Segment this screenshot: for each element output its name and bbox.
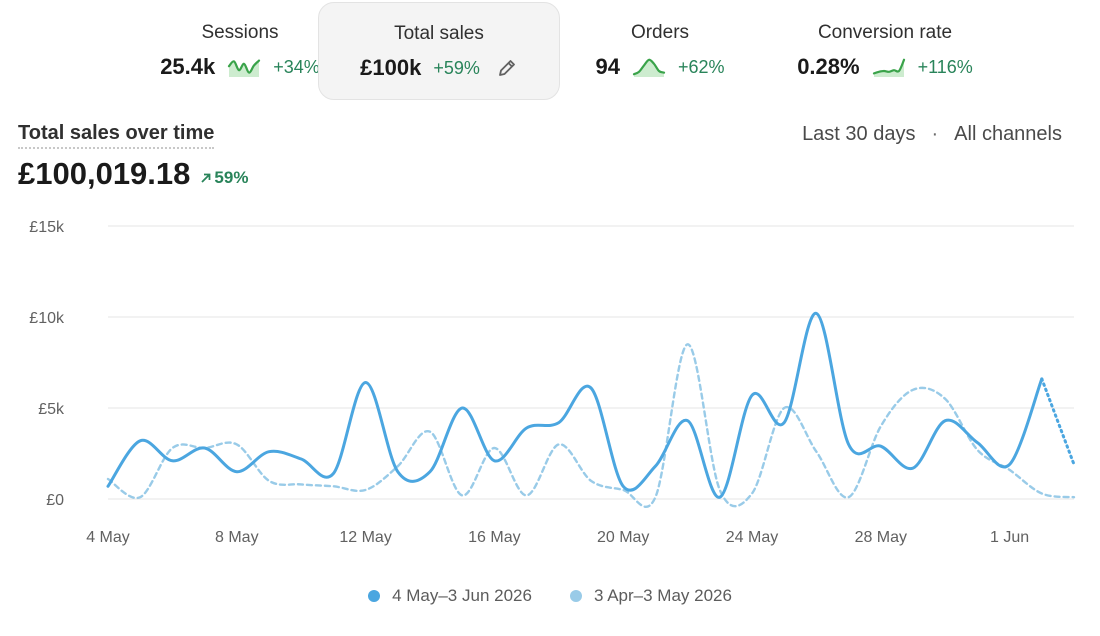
x-tick-label: 28 May — [855, 529, 907, 546]
kpi-change: +62% — [677, 56, 725, 77]
y-tick-label: £5k — [38, 401, 65, 418]
kpi-strip: Sessions 25.4k +34% Total sales £100k +5… — [0, 0, 1100, 104]
x-tick-label: 24 May — [726, 529, 778, 546]
total-sales-value: £100,019.18 — [18, 156, 191, 191]
channel-filter-button[interactable]: All channels — [954, 123, 1062, 145]
arrow-up-right-icon — [201, 173, 211, 183]
sales-line-chart[interactable]: £0 £5k £10k £15k 4 May 8 May 12 May 16 May 20 Ma… — [0, 200, 1100, 560]
series-line-current-incomplete — [1040, 377, 1076, 466]
kpi-label: Conversion rate — [817, 22, 953, 43]
x-tick-label: 1 Jun — [990, 529, 1029, 546]
kpi-value: 94 — [595, 54, 620, 79]
legend-dot-current — [368, 590, 381, 602]
sparkline-line — [872, 58, 905, 75]
kpi-label: Sessions — [201, 22, 279, 43]
sessions-sparkline — [228, 59, 261, 77]
total-change-label: 59% — [214, 168, 249, 187]
y-tick-label: £10k — [29, 310, 65, 327]
sparkline-line — [632, 58, 666, 76]
kpi-change: +59% — [433, 57, 480, 78]
x-tick-label: 8 May — [215, 529, 259, 546]
kpi-label: Orders — [630, 22, 690, 43]
legend-label-previous: 3 Apr–3 May 2026 — [593, 586, 732, 605]
kpi-sessions[interactable]: Sessions 25.4k +34% — [120, 2, 360, 100]
kpi-label: Total sales — [394, 23, 484, 44]
kpi-change: +34% — [273, 56, 320, 77]
x-tick-label: 12 May — [339, 529, 391, 546]
legend-label-current: 4 May–3 Jun 2026 — [392, 586, 532, 605]
series-line-previous — [106, 343, 1076, 508]
pencil-icon[interactable] — [496, 57, 518, 79]
sparkline-line — [228, 59, 261, 74]
x-tick-label: 20 May — [597, 529, 649, 546]
kpi-value: 0.28% — [797, 54, 860, 79]
kpi-conversion-rate[interactable]: Conversion rate 0.28% +116% — [760, 2, 1010, 100]
legend-dot-previous — [569, 590, 582, 602]
controls-separator: · — [931, 123, 939, 145]
kpi-orders[interactable]: Orders 94 +62% — [560, 2, 760, 100]
sparkline-area — [633, 59, 664, 77]
legend-item-current[interactable]: 4 May–3 Jun 2026 — [368, 586, 532, 606]
x-tick-label: 16 May — [468, 529, 520, 546]
y-tick-label: £0 — [46, 492, 64, 509]
date-range-button[interactable]: Last 30 days — [802, 123, 916, 145]
chart-title[interactable]: Total sales over time — [18, 122, 215, 149]
chart-legend: 4 May–3 Jun 2026 3 Apr–3 May 2026 — [0, 586, 1100, 606]
conversion-sparkline — [872, 58, 905, 77]
series-line-current — [106, 311, 1044, 499]
total-row: £100,019.18 59% — [18, 156, 248, 192]
sparkline-area — [873, 59, 904, 77]
legend-item-previous[interactable]: 3 Apr–3 May 2026 — [569, 586, 732, 606]
kpi-value: 25.4k — [160, 54, 216, 79]
kpi-value: £100k — [360, 55, 422, 80]
sparkline-area — [229, 60, 260, 77]
kpi-change: +116% — [917, 56, 973, 77]
y-tick-label: £15k — [29, 219, 65, 236]
kpi-total-sales[interactable]: Total sales £100k +59% — [318, 2, 560, 100]
x-tick-label: 4 May — [86, 529, 130, 546]
total-sales-change: 59% — [200, 168, 248, 188]
orders-sparkline — [632, 58, 666, 77]
chart-controls: Last 30 days · All channels — [802, 123, 1062, 146]
